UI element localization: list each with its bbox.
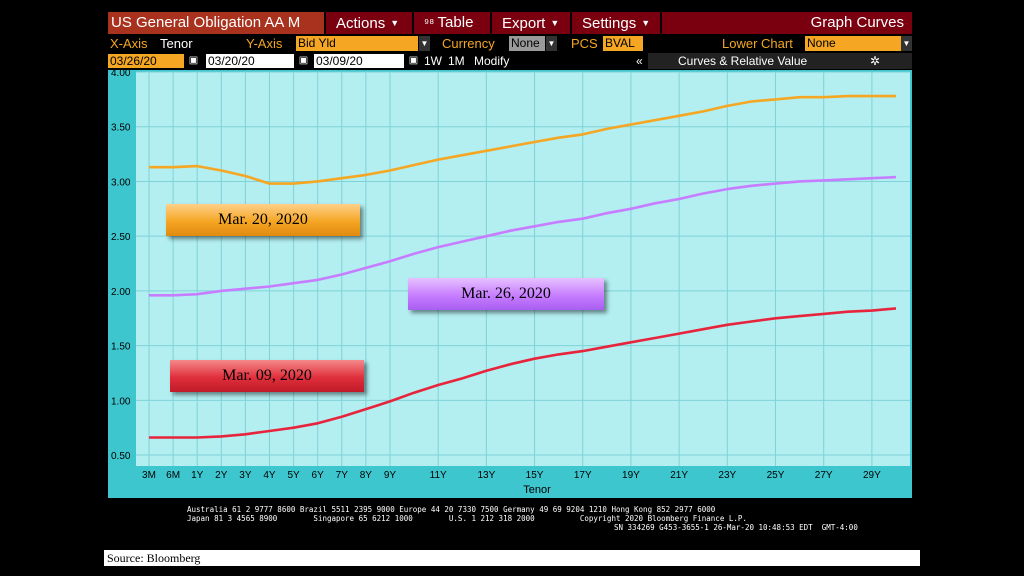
export-label: Export	[502, 15, 546, 32]
xtick-label: 1Y	[191, 470, 204, 481]
ytick-label: 1.50	[111, 342, 131, 353]
xtick-label: 3Y	[239, 470, 252, 481]
xtick-label: 5Y	[287, 470, 300, 481]
xtick-label: 13Y	[477, 470, 495, 481]
curves-panel-bar: « Curves & Relative Value ✲	[636, 53, 912, 69]
xtick-label: 11Y	[430, 470, 447, 481]
calendar-icon[interactable]: ▣	[408, 55, 419, 66]
footer-contacts-2: Japan 81 3 4565 8900 Singapore 65 6212 1…	[187, 514, 747, 523]
lower-chart-dropdown-icon[interactable]: ▼	[901, 36, 912, 51]
xtick-label: 25Y	[767, 470, 785, 481]
ytick-label: 0.50	[111, 451, 131, 462]
ytick-label: 2.50	[111, 232, 131, 243]
range-1m-button[interactable]: 1M	[448, 54, 465, 68]
xtick-label: 4Y	[263, 470, 276, 481]
footer-contacts-1: Australia 61 2 9777 8600 Brazil 5511 239…	[187, 505, 716, 514]
xtick-label: 2Y	[215, 470, 228, 481]
range-1w-button[interactable]: 1W	[424, 54, 442, 68]
callout-mar26: Mar. 26, 2020	[408, 278, 604, 310]
ytick-label: 4.00	[111, 70, 131, 79]
xtick-label: 15Y	[526, 470, 544, 481]
pcs-field[interactable]: BVAL	[603, 36, 643, 51]
yaxis-field[interactable]: Bid Yld	[296, 36, 418, 51]
x-axis-title: Tenor	[523, 484, 551, 496]
source-note: Source: Bloomberg	[104, 550, 920, 566]
xtick-label: 23Y	[718, 470, 736, 481]
yield-curve-chart: 4.00 3.50 3.00 2.50 2.00 1.50 1.00 0.50 3M 6M 1Y 2Y…	[108, 70, 912, 498]
xtick-label: 8Y	[360, 470, 373, 481]
calendar-icon[interactable]: ▣	[298, 55, 309, 66]
xtick-label: 19Y	[622, 470, 640, 481]
date-field-1[interactable]: 03/26/20	[108, 54, 184, 68]
footer-session: SN 334269 G453-3655-1 26-Mar-20 10:48:53…	[614, 523, 858, 532]
caret-down-icon: ▼	[550, 18, 560, 28]
series-line-1	[149, 94, 896, 185]
table-icon: ⁹⁸	[424, 16, 438, 30]
ytick-label: 3.00	[111, 177, 131, 188]
xtick-label: 21Y	[670, 470, 688, 481]
xtick-label: 29Y	[863, 470, 881, 481]
xtick-label: 3M	[142, 470, 156, 481]
gear-icon[interactable]: ✲	[870, 54, 881, 68]
series-line-2	[149, 175, 897, 297]
xtick-label: 6Y	[312, 470, 325, 481]
table-label: Table	[437, 14, 474, 31]
modify-button[interactable]: Modify	[474, 54, 510, 68]
toolbar: US General Obligation AA M Actions ▼ ⁹⁸ T…	[108, 12, 912, 34]
plot-area	[136, 72, 910, 466]
xtick-label: 9Y	[384, 470, 397, 481]
xtick-label: 17Y	[574, 470, 592, 481]
date-field-2[interactable]: 03/20/20	[206, 54, 294, 68]
actions-menu[interactable]: Actions ▼	[326, 12, 412, 34]
ytick-label: 2.00	[111, 287, 131, 298]
date-controls: 03/26/20 ▣ 03/20/20 ▣ 03/09/20 ▣ 1W 1M M…	[108, 53, 912, 69]
xaxis-label: X-Axis	[110, 36, 148, 51]
yaxis-label: Y-Axis	[246, 36, 283, 51]
callout-mar20: Mar. 20, 2020	[166, 204, 360, 236]
settings-menu[interactable]: Settings ▼	[572, 12, 660, 34]
calendar-icon[interactable]: ▣	[188, 55, 199, 66]
axis-controls: X-Axis Tenor Y-Axis Bid Yld ▼ Currency N…	[108, 35, 912, 52]
xaxis-value[interactable]: Tenor	[160, 36, 193, 51]
actions-label: Actions	[336, 15, 386, 32]
lower-chart-label: Lower Chart	[722, 36, 793, 51]
curves-label: Curves & Relative Value	[678, 54, 808, 68]
collapse-icon[interactable]: «	[636, 54, 643, 68]
ytick-label: 1.00	[111, 396, 131, 407]
lower-chart-field[interactable]: None	[805, 36, 901, 51]
table-menu[interactable]: ⁹⁸ Table	[414, 12, 490, 34]
date-field-3[interactable]: 03/09/20	[314, 54, 404, 68]
graph-curves-title: Graph Curves	[662, 12, 912, 34]
series-line-3	[149, 307, 897, 439]
currency-label: Currency	[442, 36, 495, 51]
xtick-label: 7Y	[336, 470, 349, 481]
export-menu[interactable]: Export ▼	[492, 12, 570, 34]
currency-field[interactable]: None	[509, 36, 545, 51]
yaxis-dropdown-icon[interactable]: ▼	[419, 36, 430, 51]
currency-dropdown-icon[interactable]: ▼	[546, 36, 557, 51]
caret-down-icon: ▼	[390, 18, 400, 28]
xtick-label: 6M	[166, 470, 180, 481]
ytick-label: 3.50	[111, 123, 131, 134]
pcs-label: PCS	[571, 36, 598, 51]
settings-label: Settings	[582, 15, 637, 32]
xtick-label: 27Y	[815, 470, 833, 481]
callout-mar09: Mar. 09, 2020	[170, 360, 364, 392]
caret-down-icon: ▼	[641, 18, 651, 28]
security-title[interactable]: US General Obligation AA M	[108, 12, 324, 34]
